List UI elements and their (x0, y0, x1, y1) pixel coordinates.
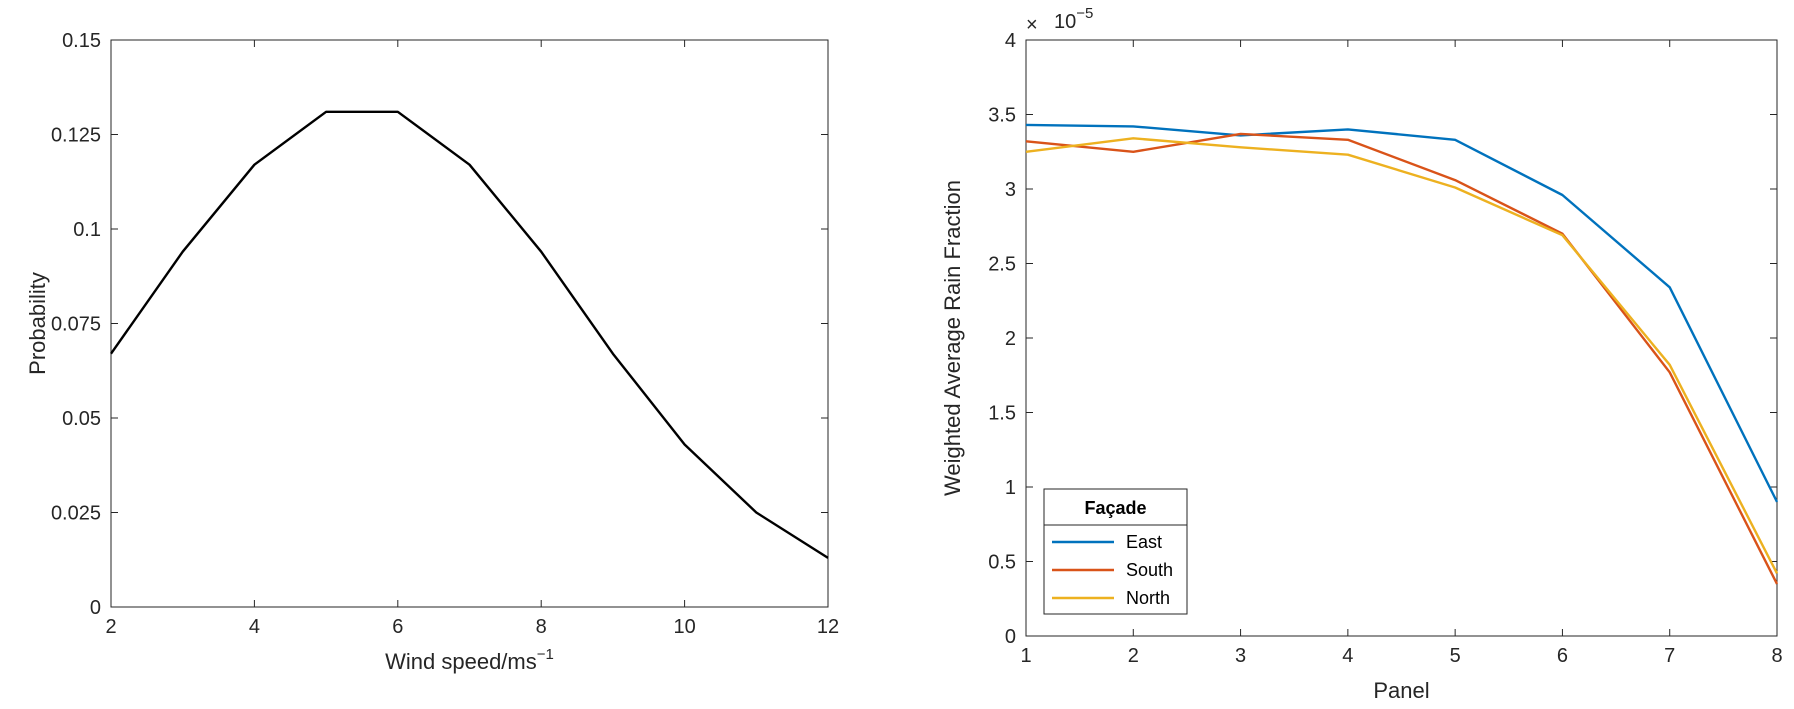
series-line-south (1025, 132, 1779, 585)
y-tick-label: 0.075 (51, 314, 101, 336)
x-tick-label: 4 (1342, 645, 1353, 667)
legend-label-east: East (1126, 532, 1162, 552)
x-tick-label: 6 (392, 616, 403, 638)
x-tick-label: 2 (105, 616, 116, 638)
y-tick-label: 0 (1005, 626, 1016, 648)
x-tick-label: 12 (817, 616, 839, 638)
x-axis-label: Panel (1373, 678, 1429, 703)
x-tick-label: 4 (249, 616, 260, 638)
y-tick-label: 0.125 (51, 125, 101, 147)
y-tick-label: 2.5 (988, 254, 1016, 276)
x-tick-label: 3 (1235, 645, 1246, 667)
x-tick-label: 2 (1128, 645, 1139, 667)
y-tick-label: 2 (1005, 328, 1016, 350)
y-tick-label: 3.5 (988, 105, 1016, 127)
x-axis-label: Wind speed/ms−1 (385, 646, 554, 674)
y-tick-label: 0.05 (62, 408, 101, 430)
x-tick-label: 5 (1450, 645, 1461, 667)
series-line-probability (110, 110, 829, 559)
y-tick-label: 1.5 (988, 403, 1016, 425)
x-axis-label-text: Panel (1373, 678, 1429, 703)
y-axis-label: Weighted Average Rain Fraction (940, 180, 965, 496)
exponent-multiplier: × (1026, 14, 1038, 36)
y-axis-label: Probability (25, 272, 50, 375)
y-tick-label: 0 (90, 597, 101, 619)
y-tick-label: 0.5 (988, 552, 1016, 574)
y-tick-label: 0.1 (73, 219, 101, 241)
legend-title: Façade (1084, 498, 1146, 518)
x-axis-label-text: Wind speed/ms (385, 649, 537, 674)
exponent-base: 10 (1054, 11, 1076, 33)
x-axis-label-superscript: −1 (537, 646, 554, 663)
x-tick-label: 1 (1020, 645, 1031, 667)
y-tick-label: 0.025 (51, 503, 101, 525)
plot-area-frame (110, 39, 829, 608)
legend-label-north: North (1126, 588, 1170, 608)
x-tick-label: 6 (1557, 645, 1568, 667)
y-tick-label: 4 (1005, 30, 1016, 52)
chart-wind-probability: 2 4 6 8 10 12 0 0.025 0.05 0.075 0.1 0.125 0.15 Wind … (25, 30, 839, 674)
y-tick-label: 0.15 (62, 30, 101, 52)
legend: Façade East South North (1043, 488, 1188, 615)
y-tick-label: 1 (1005, 477, 1016, 499)
x-tick-label: 8 (1771, 645, 1782, 667)
x-tick-label: 10 (673, 616, 695, 638)
exponent-label: 10−5 (1054, 5, 1093, 33)
x-tick-label: 8 (536, 616, 547, 638)
series-line-east (1025, 123, 1779, 503)
legend-box (1043, 488, 1188, 615)
x-tick-label: 7 (1664, 645, 1675, 667)
y-tick-label: 3 (1005, 179, 1016, 201)
chart-rain-fraction: 1 2 3 4 5 6 7 8 0 0.5 1 1.5 2 2.5 3 3.5 4 Panel Weighted A… (940, 5, 1783, 703)
exponent-power: −5 (1076, 5, 1093, 22)
legend-label-south: South (1126, 560, 1173, 580)
series-line-north (1025, 137, 1779, 574)
